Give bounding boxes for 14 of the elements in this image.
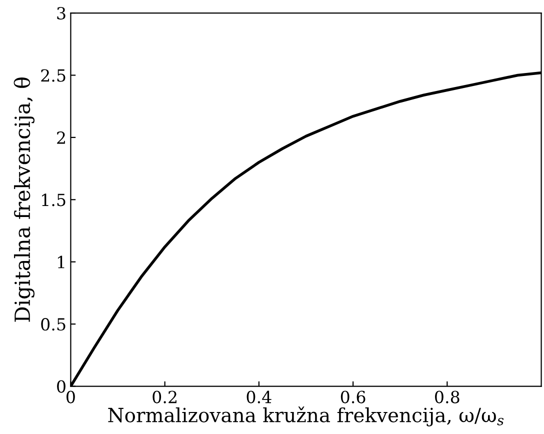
y-tick-label: 1.5 xyxy=(42,194,66,206)
x-tick-label: 0.8 xyxy=(435,390,460,404)
x-tick-label: 0 xyxy=(66,390,75,404)
x-axis-title: Normalizovana kružna frekvencija, ω/ω$_{s}$ xyxy=(108,406,504,426)
y-tick-label: 0.5 xyxy=(41,318,66,331)
x-tick-label: 0.6 xyxy=(340,390,366,404)
y-tick-label: 3 xyxy=(57,6,66,20)
x-tick-label: 0.2 xyxy=(152,390,176,404)
y-tick-label: 0 xyxy=(57,380,66,393)
y-axis-title: Digitalna frekvencija, θ xyxy=(14,77,34,322)
y-tick-label: 2 xyxy=(57,131,65,144)
y-tick-label: 2.5 xyxy=(41,69,66,82)
x-tick-label: 0.4 xyxy=(246,390,272,404)
y-tick-label: 1 xyxy=(58,256,64,268)
